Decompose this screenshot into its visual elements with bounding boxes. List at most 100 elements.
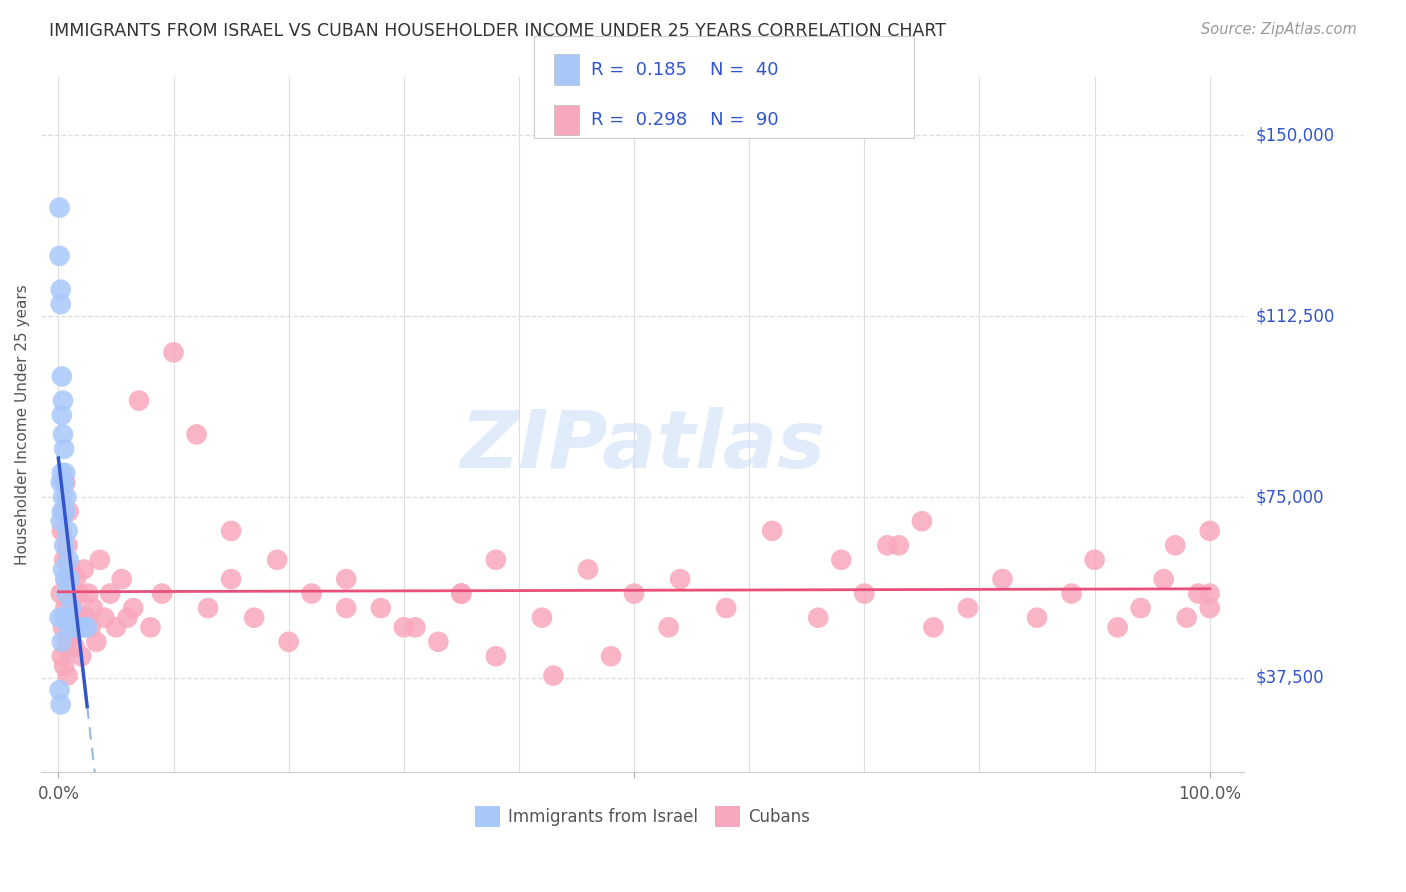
Point (48, 683, 70, 698)
Point (623, 586, 645, 600)
Point (63, 640, 86, 654)
Point (49, 586, 72, 600)
Point (60, 620, 83, 634)
Point (128, 393, 150, 408)
Point (65, 572, 87, 586)
Point (69, 620, 91, 634)
Point (62, 620, 84, 634)
Point (600, 649, 623, 664)
Point (1129, 601, 1152, 615)
Point (82, 601, 104, 615)
Point (1026, 610, 1049, 624)
Point (370, 601, 392, 615)
Point (1198, 586, 1220, 600)
Point (277, 635, 299, 649)
Point (89, 553, 111, 567)
Y-axis label: Householder Income Under 25 years: Householder Income Under 25 years (15, 285, 30, 566)
Point (576, 562, 599, 576)
Point (1187, 586, 1209, 600)
Point (58, 505, 80, 519)
Text: $112,500: $112,500 (1256, 307, 1334, 326)
Point (530, 610, 553, 624)
Point (59, 572, 82, 586)
Point (53, 505, 76, 519)
Point (139, 620, 162, 634)
Point (93, 610, 115, 624)
Point (52, 490, 75, 504)
Point (65, 620, 87, 634)
Point (58, 630, 80, 644)
Point (49, 475, 72, 490)
Point (76, 620, 98, 634)
Text: IMMIGRANTS FROM ISRAEL VS CUBAN HOUSEHOLDER INCOME UNDER 25 YEARS CORRELATION CH: IMMIGRANTS FROM ISRAEL VS CUBAN HOUSEHOL… (49, 22, 946, 40)
Text: R =  0.298    N =  90: R = 0.298 N = 90 (591, 111, 778, 128)
Text: Source: ZipAtlas.com: Source: ZipAtlas.com (1201, 22, 1357, 37)
Point (485, 649, 508, 664)
Point (60, 562, 83, 576)
Point (1198, 601, 1220, 615)
Point (52, 505, 75, 519)
Point (922, 620, 945, 634)
Point (104, 620, 127, 634)
Text: ZIPatlas: ZIPatlas (460, 407, 825, 484)
Point (150, 586, 173, 600)
Point (55, 586, 77, 600)
Point (392, 620, 415, 634)
Point (49, 698, 72, 712)
Point (243, 610, 266, 624)
Point (956, 601, 979, 615)
Point (75, 610, 97, 624)
Point (301, 586, 323, 600)
Point (51, 635, 73, 649)
Point (427, 635, 450, 649)
Point (1175, 610, 1198, 624)
Point (53, 538, 76, 552)
Point (669, 572, 692, 586)
Point (450, 586, 472, 600)
Point (853, 586, 876, 600)
Point (404, 620, 426, 634)
Point (991, 572, 1014, 586)
Text: $75,000: $75,000 (1256, 488, 1324, 506)
Point (266, 553, 288, 567)
Point (122, 601, 145, 615)
Point (53, 442, 76, 456)
Point (51, 649, 73, 664)
Point (66, 610, 89, 624)
Point (197, 601, 219, 615)
Point (48, 610, 70, 624)
Point (162, 345, 184, 359)
Point (60, 601, 83, 615)
Text: $150,000: $150,000 (1256, 127, 1334, 145)
Point (56, 538, 79, 552)
Point (219, 524, 242, 538)
Point (51, 505, 73, 519)
Point (335, 572, 357, 586)
Point (49, 283, 72, 297)
Point (73, 562, 96, 576)
Point (73, 620, 96, 634)
Point (67, 586, 90, 600)
Point (117, 610, 139, 624)
Point (49, 514, 72, 528)
Point (56, 610, 79, 624)
Point (485, 553, 508, 567)
Point (876, 538, 898, 552)
Point (52, 620, 75, 634)
Point (1153, 572, 1175, 586)
Point (51, 369, 73, 384)
Point (52, 393, 75, 408)
Point (53, 572, 76, 586)
Point (186, 427, 208, 442)
Point (219, 572, 242, 586)
Point (53, 659, 76, 673)
Point (53, 601, 76, 615)
Point (59, 586, 82, 600)
Point (807, 610, 830, 624)
Point (70, 649, 93, 664)
Point (53, 466, 76, 480)
Point (48, 249, 70, 263)
Point (49, 297, 72, 311)
Point (887, 538, 910, 552)
Point (1198, 524, 1220, 538)
